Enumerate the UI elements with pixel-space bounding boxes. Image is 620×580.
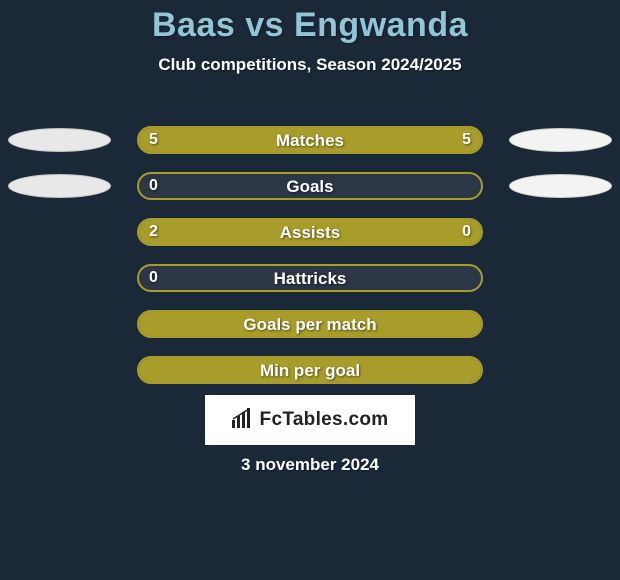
- player-right-marker: [509, 174, 612, 198]
- bar-fill-left: [139, 358, 481, 382]
- stat-row: Goals per match: [0, 300, 620, 346]
- subtitle: Club competitions, Season 2024/2025: [0, 55, 620, 75]
- logo-icon: [232, 408, 254, 433]
- stat-label: Goals: [139, 177, 481, 197]
- page-title: Baas vs Engwanda: [0, 0, 620, 45]
- footer-date: 3 november 2024: [0, 455, 620, 475]
- stat-row: Matches55: [0, 116, 620, 162]
- stat-bar: Min per goal: [137, 356, 483, 384]
- bar-fill-left: [139, 312, 481, 336]
- stat-value-left: 0: [149, 269, 158, 287]
- logo-box: FcTables.com: [205, 395, 415, 445]
- bar-fill-left: [139, 128, 310, 152]
- stat-bar: Hattricks0: [137, 264, 483, 292]
- player-left-marker: [8, 128, 111, 152]
- stat-bar: Goals per match: [137, 310, 483, 338]
- stat-value-left: 2: [149, 223, 158, 241]
- stat-row: Assists20: [0, 208, 620, 254]
- stat-value-left: 5: [149, 131, 158, 149]
- stat-bar: Assists20: [137, 218, 483, 246]
- player-right-marker: [509, 128, 612, 152]
- bar-fill-right: [310, 128, 481, 152]
- comparison-card: Baas vs Engwanda Club competitions, Seas…: [0, 0, 620, 580]
- stat-row: Hattricks0: [0, 254, 620, 300]
- stat-bar: Goals0: [137, 172, 483, 200]
- stat-bar: Matches55: [137, 126, 483, 154]
- bar-fill-left: [139, 220, 399, 244]
- stat-row: Goals0: [0, 162, 620, 208]
- logo-text: FcTables.com: [260, 409, 389, 431]
- stat-bars: Matches55Goals0Assists20Hattricks0Goals …: [0, 116, 620, 392]
- stat-row: Min per goal: [0, 346, 620, 392]
- stat-label: Hattricks: [139, 269, 481, 289]
- stat-value-left: 0: [149, 177, 158, 195]
- player-left-marker: [8, 174, 111, 198]
- stat-value-right: 0: [462, 223, 471, 241]
- stat-value-right: 5: [462, 131, 471, 149]
